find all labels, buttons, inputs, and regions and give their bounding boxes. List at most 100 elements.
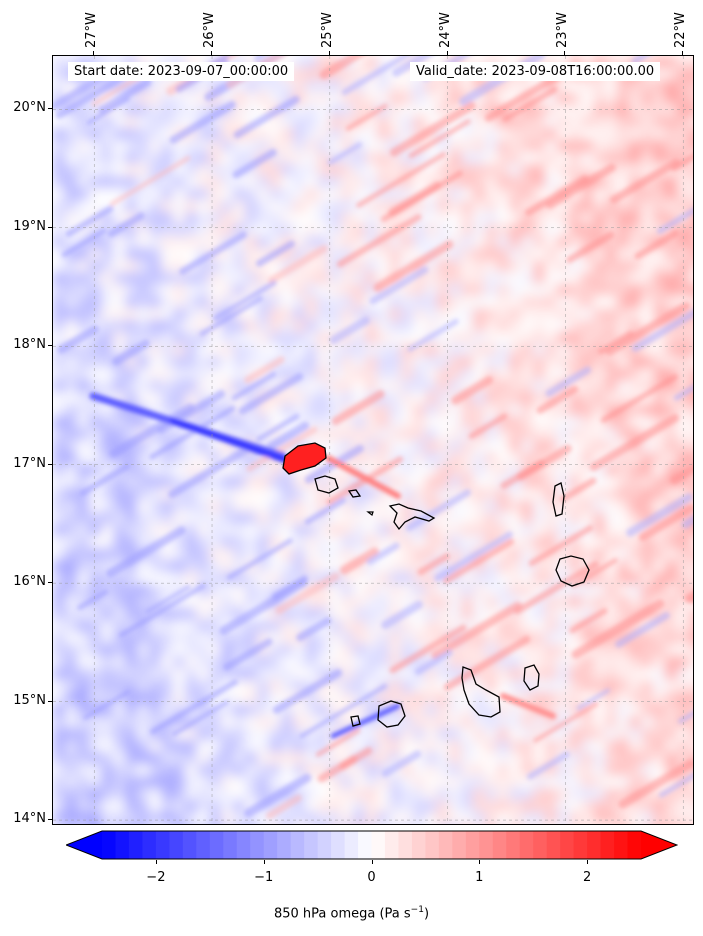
omega-cell [689, 92, 693, 105]
omega-cell [269, 80, 282, 93]
omega-streak [296, 617, 332, 642]
omega-cell [665, 176, 678, 189]
omega-cell [617, 236, 630, 249]
omega-cell [401, 104, 414, 117]
omega-cell [317, 548, 330, 561]
omega-streak [431, 601, 522, 660]
omega-cell [221, 776, 234, 789]
omega-cell [581, 824, 594, 825]
omega-cell [101, 812, 114, 824]
omega-cell [521, 368, 534, 381]
omega-cell [449, 752, 462, 765]
omega-cell [365, 608, 378, 621]
omega-cell [161, 368, 174, 381]
omega-cell [149, 788, 162, 801]
omega-cell [89, 368, 102, 381]
omega-cell [65, 416, 78, 429]
omega-cell [125, 260, 138, 273]
omega-cell [497, 392, 510, 405]
omega-cell [305, 224, 318, 237]
omega-cell [461, 368, 474, 381]
omega-streak [576, 688, 611, 711]
omega-cell [377, 128, 390, 141]
omega-cell [185, 344, 198, 357]
lat-tick [48, 463, 52, 465]
omega-cell [185, 560, 198, 573]
omega-cell [461, 212, 474, 225]
omega-cell [365, 224, 378, 237]
omega-cell [413, 200, 426, 213]
omega-cell [449, 200, 462, 213]
omega-cell [101, 752, 114, 765]
omega-cell [473, 740, 486, 753]
omega-cell [377, 800, 390, 813]
omega-cell [113, 380, 126, 393]
omega-cell [641, 716, 654, 729]
omega-cell [413, 368, 426, 381]
omega-cell [89, 356, 102, 369]
omega-cell [341, 668, 354, 681]
omega-cell [185, 320, 198, 333]
omega-cell [485, 128, 498, 141]
omega-cell [617, 716, 630, 729]
omega-cell [173, 560, 186, 573]
omega-cell [425, 584, 438, 597]
omega-cell [461, 356, 474, 369]
omega-cell [401, 284, 414, 297]
omega-cell [641, 440, 654, 453]
omega-cell [221, 212, 234, 225]
omega-cell [77, 716, 90, 729]
omega-cell [125, 668, 138, 681]
omega-cell [293, 68, 306, 81]
omega-cell [689, 608, 693, 621]
omega-cell [485, 440, 498, 453]
omega-cell [233, 416, 246, 429]
omega-cell [545, 356, 558, 369]
omega-cell [341, 644, 354, 657]
omega-cell [341, 356, 354, 369]
omega-cell [413, 632, 426, 645]
omega-cell [641, 728, 654, 741]
omega-cell [221, 200, 234, 213]
omega-cell [89, 536, 102, 549]
omega-cell [161, 188, 174, 201]
omega-cell [665, 296, 678, 309]
omega-cell [161, 740, 174, 753]
omega-cell [545, 272, 558, 285]
omega-cell [497, 308, 510, 321]
omega-cell [509, 368, 522, 381]
omega-cell [341, 224, 354, 237]
omega-cell [65, 284, 78, 297]
omega-cell [65, 728, 78, 741]
omega-cell [77, 764, 90, 777]
omega-cell [377, 416, 390, 429]
omega-cell [401, 788, 414, 801]
omega-cell [557, 296, 570, 309]
omega-cell [593, 488, 606, 501]
colorbar-outline [66, 830, 678, 860]
lon-tick-label: 22°W [673, 12, 689, 48]
omega-cell [113, 176, 126, 189]
omega-cell [341, 164, 354, 177]
omega-cell [425, 344, 438, 357]
omega-cell [653, 188, 666, 201]
omega-cell [449, 764, 462, 777]
omega-cell [569, 272, 582, 285]
omega-cell [461, 608, 474, 621]
omega-cell [365, 356, 378, 369]
omega-cell [209, 752, 222, 765]
omega-cell [581, 512, 594, 525]
omega-cell [269, 476, 282, 489]
omega-cell [365, 440, 378, 453]
omega-cell [473, 392, 486, 405]
colorbar-steps [102, 831, 642, 859]
omega-cell [329, 80, 342, 93]
omega-cell [389, 644, 402, 657]
omega-cell [233, 380, 246, 393]
omega-cell [581, 104, 594, 117]
omega-cell [449, 428, 462, 441]
omega-cell [305, 404, 318, 417]
omega-cell [329, 584, 342, 597]
omega-cell [257, 740, 270, 753]
omega-cell [557, 656, 570, 669]
